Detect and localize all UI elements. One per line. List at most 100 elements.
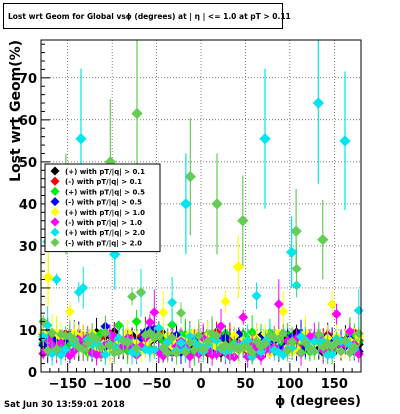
data-point xyxy=(349,341,360,352)
timestamp: Sat Jun 30 13:59:01 2018 xyxy=(4,400,125,410)
data-point xyxy=(232,261,244,273)
data-point xyxy=(286,246,298,258)
data-point xyxy=(167,297,178,308)
data-point xyxy=(149,344,160,355)
data-point xyxy=(247,347,258,358)
data-point xyxy=(176,338,186,348)
data-point xyxy=(149,307,160,318)
chart-title: Lost wrt Geom for Global vsϕ (degrees) a… xyxy=(8,12,291,21)
data-point xyxy=(216,321,226,332)
data-point xyxy=(300,337,311,348)
data-point xyxy=(327,349,338,360)
y-tick-label: 50 xyxy=(19,156,37,171)
y-axis-label: Lost wrt Geom(%) xyxy=(8,40,24,182)
data-point xyxy=(336,346,346,357)
data-point xyxy=(309,346,320,357)
data-point xyxy=(238,312,249,323)
legend-marker xyxy=(50,207,60,217)
data-point xyxy=(256,346,266,357)
legend-entry: (-) with pT/|q| > 0.5 xyxy=(65,199,142,208)
data-point xyxy=(127,291,138,302)
legend-marker xyxy=(50,217,60,227)
data-point xyxy=(260,338,271,349)
data-point xyxy=(162,347,173,358)
data-point xyxy=(327,299,338,310)
y-tick-label: 30 xyxy=(19,240,37,255)
x-tick-label: −150 xyxy=(49,377,87,392)
data-point xyxy=(273,299,284,310)
data-point xyxy=(339,135,351,147)
data-point xyxy=(211,198,223,210)
data-points xyxy=(38,40,364,369)
legend-marker xyxy=(50,227,60,237)
legend-entry: (+) with pT/|q| > 0.5 xyxy=(65,188,145,197)
x-tick-label: 150 xyxy=(321,377,348,392)
x-tick-label: 50 xyxy=(236,377,254,392)
x-tick-label: −100 xyxy=(93,377,131,392)
data-point xyxy=(189,344,200,355)
data-point xyxy=(202,336,213,347)
data-point xyxy=(296,347,306,358)
y-tick-label: 60 xyxy=(19,114,37,129)
x-axis-label: ϕ (degrees) xyxy=(275,394,361,409)
data-point xyxy=(331,337,342,348)
data-point xyxy=(144,317,155,328)
data-point xyxy=(184,170,196,183)
data-point xyxy=(278,328,289,339)
data-point xyxy=(131,316,142,327)
data-point xyxy=(198,343,209,354)
y-tick-label: 20 xyxy=(19,282,37,297)
data-point xyxy=(171,348,182,359)
y-tick-label: 10 xyxy=(19,324,37,339)
data-point xyxy=(180,198,192,210)
data-point xyxy=(158,342,169,353)
data-point xyxy=(317,233,329,246)
data-point xyxy=(287,336,298,347)
legend-marker xyxy=(50,186,60,196)
data-point xyxy=(344,347,355,358)
data-point xyxy=(131,343,142,354)
data-point xyxy=(193,330,204,341)
data-point xyxy=(340,335,351,346)
legend-entry: (+) with pT/|q| > 0.1 xyxy=(65,168,145,177)
data-point xyxy=(136,287,146,297)
legend-marker xyxy=(50,176,60,186)
legend-entry: (+) with pT/|q| > 1.0 xyxy=(65,209,145,218)
data-point xyxy=(251,290,262,301)
legend-entry: (+) with pT/|q| > 2.0 xyxy=(65,229,145,238)
x-tick-label: 0 xyxy=(196,377,205,392)
data-point xyxy=(220,296,231,307)
data-point xyxy=(290,225,302,237)
legend-entry: (-) with pT/|q| > 0.1 xyxy=(65,178,142,187)
data-point xyxy=(282,345,293,356)
data-point xyxy=(176,308,186,318)
legend-entry: (-) with pT/|q| > 2.0 xyxy=(65,239,142,248)
legend-entry: (-) with pT/|q| > 1.0 xyxy=(65,219,142,228)
data-point xyxy=(313,329,324,340)
legend-marker xyxy=(50,237,60,247)
data-point xyxy=(237,215,249,227)
data-point xyxy=(153,330,164,341)
data-point xyxy=(278,306,289,317)
legend-marker xyxy=(50,166,60,176)
legend-box xyxy=(44,163,161,253)
data-point xyxy=(42,271,54,284)
data-point xyxy=(331,309,342,320)
data-point xyxy=(158,307,169,318)
x-tick-label: −50 xyxy=(142,377,171,392)
data-point xyxy=(344,326,355,337)
y-tick-label: 40 xyxy=(19,198,37,213)
data-point xyxy=(259,133,271,145)
y-tick-label: 0 xyxy=(28,366,37,381)
chart-title-box: Lost wrt Geom for Global vsϕ (degrees) a… xyxy=(3,3,291,29)
data-point xyxy=(180,347,191,358)
y-tick-label: 70 xyxy=(19,72,37,87)
data-point xyxy=(167,332,178,343)
data-point xyxy=(247,327,258,338)
data-point xyxy=(153,323,164,334)
data-point xyxy=(273,334,284,344)
data-point xyxy=(184,337,195,348)
legend: (+) with pT/|q| > 0.1(-) with pT/|q| > 0… xyxy=(44,163,161,253)
x-tick-label: 100 xyxy=(276,377,303,392)
